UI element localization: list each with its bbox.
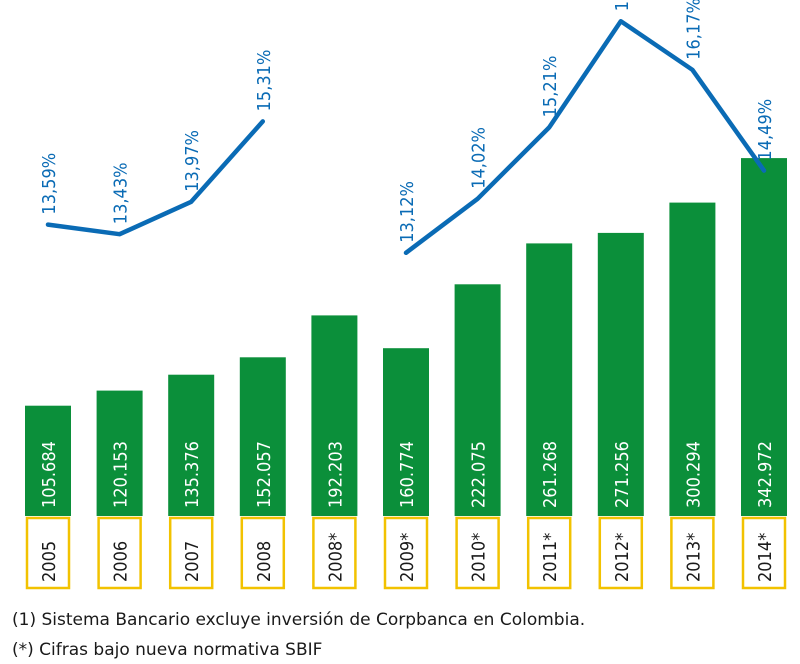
labels-layer: 105.684 120.153 135.376 152.057 192.203 160.7…	[39, 0, 776, 582]
bar-2005	[25, 405, 71, 516]
category-boxes-layer	[25, 516, 787, 590]
category-label: 2007	[182, 541, 203, 582]
bar-value-label: 120.153	[111, 441, 132, 508]
ratio-line-layer	[45, 18, 767, 256]
ratio-point-label: 16,17%	[683, 0, 704, 60]
category-box	[598, 516, 644, 590]
bar-value-label: 300.294	[683, 441, 704, 508]
category-label: 2010*	[469, 533, 490, 582]
bar-2006	[96, 390, 143, 516]
bar-value-label: 152.057	[254, 441, 275, 508]
category-label: 2014*	[755, 533, 776, 582]
category-box	[97, 516, 142, 590]
category-label: 2012*	[612, 533, 633, 582]
bar-2008-star	[311, 315, 358, 516]
footnote-1: (1) Sistema Bancario excluye inversión d…	[12, 610, 586, 630]
bars-layer	[25, 158, 787, 516]
bar-2011-star	[526, 243, 573, 516]
footnote-2: (*) Cifras bajo nueva normativa SBIF	[12, 640, 323, 660]
category-box	[526, 516, 572, 590]
category-label: 2008*	[325, 533, 346, 582]
bar-value-label: 222.075	[469, 441, 490, 508]
category-box	[741, 516, 787, 590]
bar-2013-star	[669, 202, 716, 516]
category-box	[25, 516, 71, 590]
ratio-point-label: 15,31%	[254, 50, 275, 112]
category-box	[168, 516, 214, 590]
category-box	[455, 516, 500, 590]
bar-value-label: 271.256	[612, 441, 633, 508]
category-box	[383, 516, 429, 590]
category-box	[670, 516, 715, 590]
category-box	[312, 516, 357, 590]
category-label: 2013*	[683, 533, 704, 582]
ratio-point-label: 13,43%	[111, 162, 132, 224]
ratio-point-label: 16,98%	[612, 0, 633, 11]
bar-2007	[168, 374, 215, 516]
bar-value-label: 160.774	[397, 441, 418, 508]
bar-2009-star	[383, 348, 429, 516]
ratio-point-label: 13,59%	[39, 153, 60, 215]
bar-2012-star	[597, 232, 644, 516]
ratio-line-segment-2	[403, 18, 767, 256]
bar-2010-star	[454, 284, 501, 516]
bar-value-label: 105.684	[39, 441, 60, 508]
ratio-point-label: 13,12%	[397, 181, 418, 243]
bar-2008	[239, 357, 286, 516]
bar-value-label: 261.268	[540, 441, 561, 508]
category-label: 2005	[39, 541, 60, 582]
category-label: 2009*	[397, 533, 418, 582]
ratio-point-label: 15,21%	[540, 56, 561, 118]
ratio-point-label: 14,02%	[469, 127, 490, 189]
bar-value-label: 342.972	[755, 441, 776, 508]
bar-value-label: 135.376	[182, 441, 203, 508]
ratio-point-label: 13,97%	[182, 130, 203, 192]
ratio-point-label: 14,49%	[755, 99, 776, 161]
category-box	[240, 516, 286, 590]
category-label: 2008	[254, 541, 275, 582]
ratio-line-segment-1	[45, 119, 266, 237]
category-label: 2011*	[540, 533, 561, 582]
category-label: 2006	[111, 541, 132, 582]
bar-2014-star	[741, 158, 787, 516]
bar-value-label: 192.203	[325, 441, 346, 508]
